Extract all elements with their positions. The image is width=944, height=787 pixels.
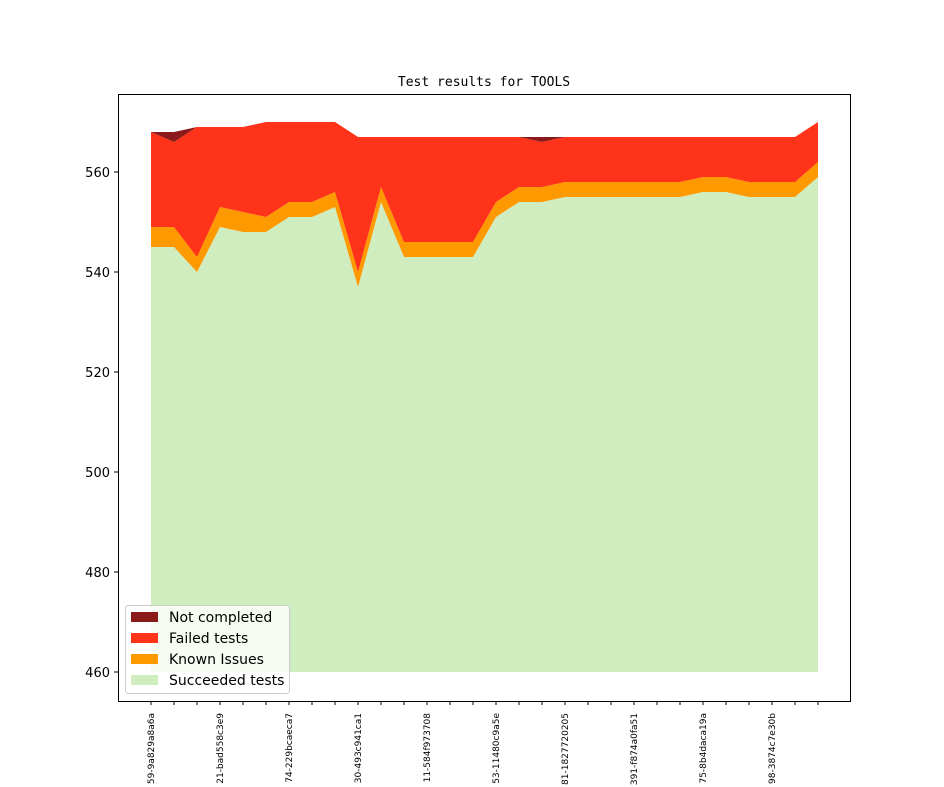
legend-swatch	[131, 654, 158, 664]
area-failed-tests	[151, 122, 818, 272]
x-tick-label: 74-229bcaeca7	[285, 713, 295, 783]
x-tick-label: 53-11480c9a5e	[492, 713, 502, 784]
x-axis: 59-9a829a8a6a 21-bad558c3e9 74-229bcaeca7 3…	[147, 701, 819, 785]
legend-label: Known Issues	[169, 652, 264, 668]
legend-swatch	[131, 675, 158, 685]
area-known-issues	[151, 162, 818, 287]
legend-label: Failed tests	[169, 631, 248, 647]
legend-swatch	[131, 633, 158, 643]
y-tick-label: 540	[85, 266, 110, 281]
plot-frame	[118, 94, 851, 702]
x-tick-label: 98-3874c7e30b	[768, 713, 778, 784]
y-tick-label: 480	[85, 566, 110, 581]
legend: Not completed Failed tests Known Issues Suc…	[125, 605, 290, 694]
x-tick-label: 11-584f973708	[423, 713, 433, 783]
x-tick-label: 75-8b4daca19a	[699, 713, 709, 784]
legend-label: Not completed	[169, 610, 272, 626]
x-tick-label: 30-493c941ca1	[354, 713, 364, 783]
x-tick-label: 391-f874a0fa51	[630, 713, 640, 785]
y-tick-label: 500	[85, 466, 110, 481]
x-tick-label: 81-1827720205	[561, 713, 571, 785]
area-succeeded-tests	[151, 177, 818, 672]
areas-group	[151, 122, 818, 672]
legend-label: Succeeded tests	[169, 673, 284, 689]
y-tick-label: 520	[85, 366, 110, 381]
legend-swatch	[131, 612, 158, 622]
chart-title: Test results for TOOLS	[398, 75, 570, 90]
x-tick-label: 21-bad558c3e9	[216, 713, 226, 784]
y-tick-label: 560	[85, 166, 110, 181]
y-tick-label: 460	[85, 666, 110, 681]
legend-box	[125, 605, 290, 694]
x-tick-label: 59-9a829a8a6a	[147, 713, 157, 784]
y-axis: 460 480 500 520 540 560	[85, 166, 118, 681]
